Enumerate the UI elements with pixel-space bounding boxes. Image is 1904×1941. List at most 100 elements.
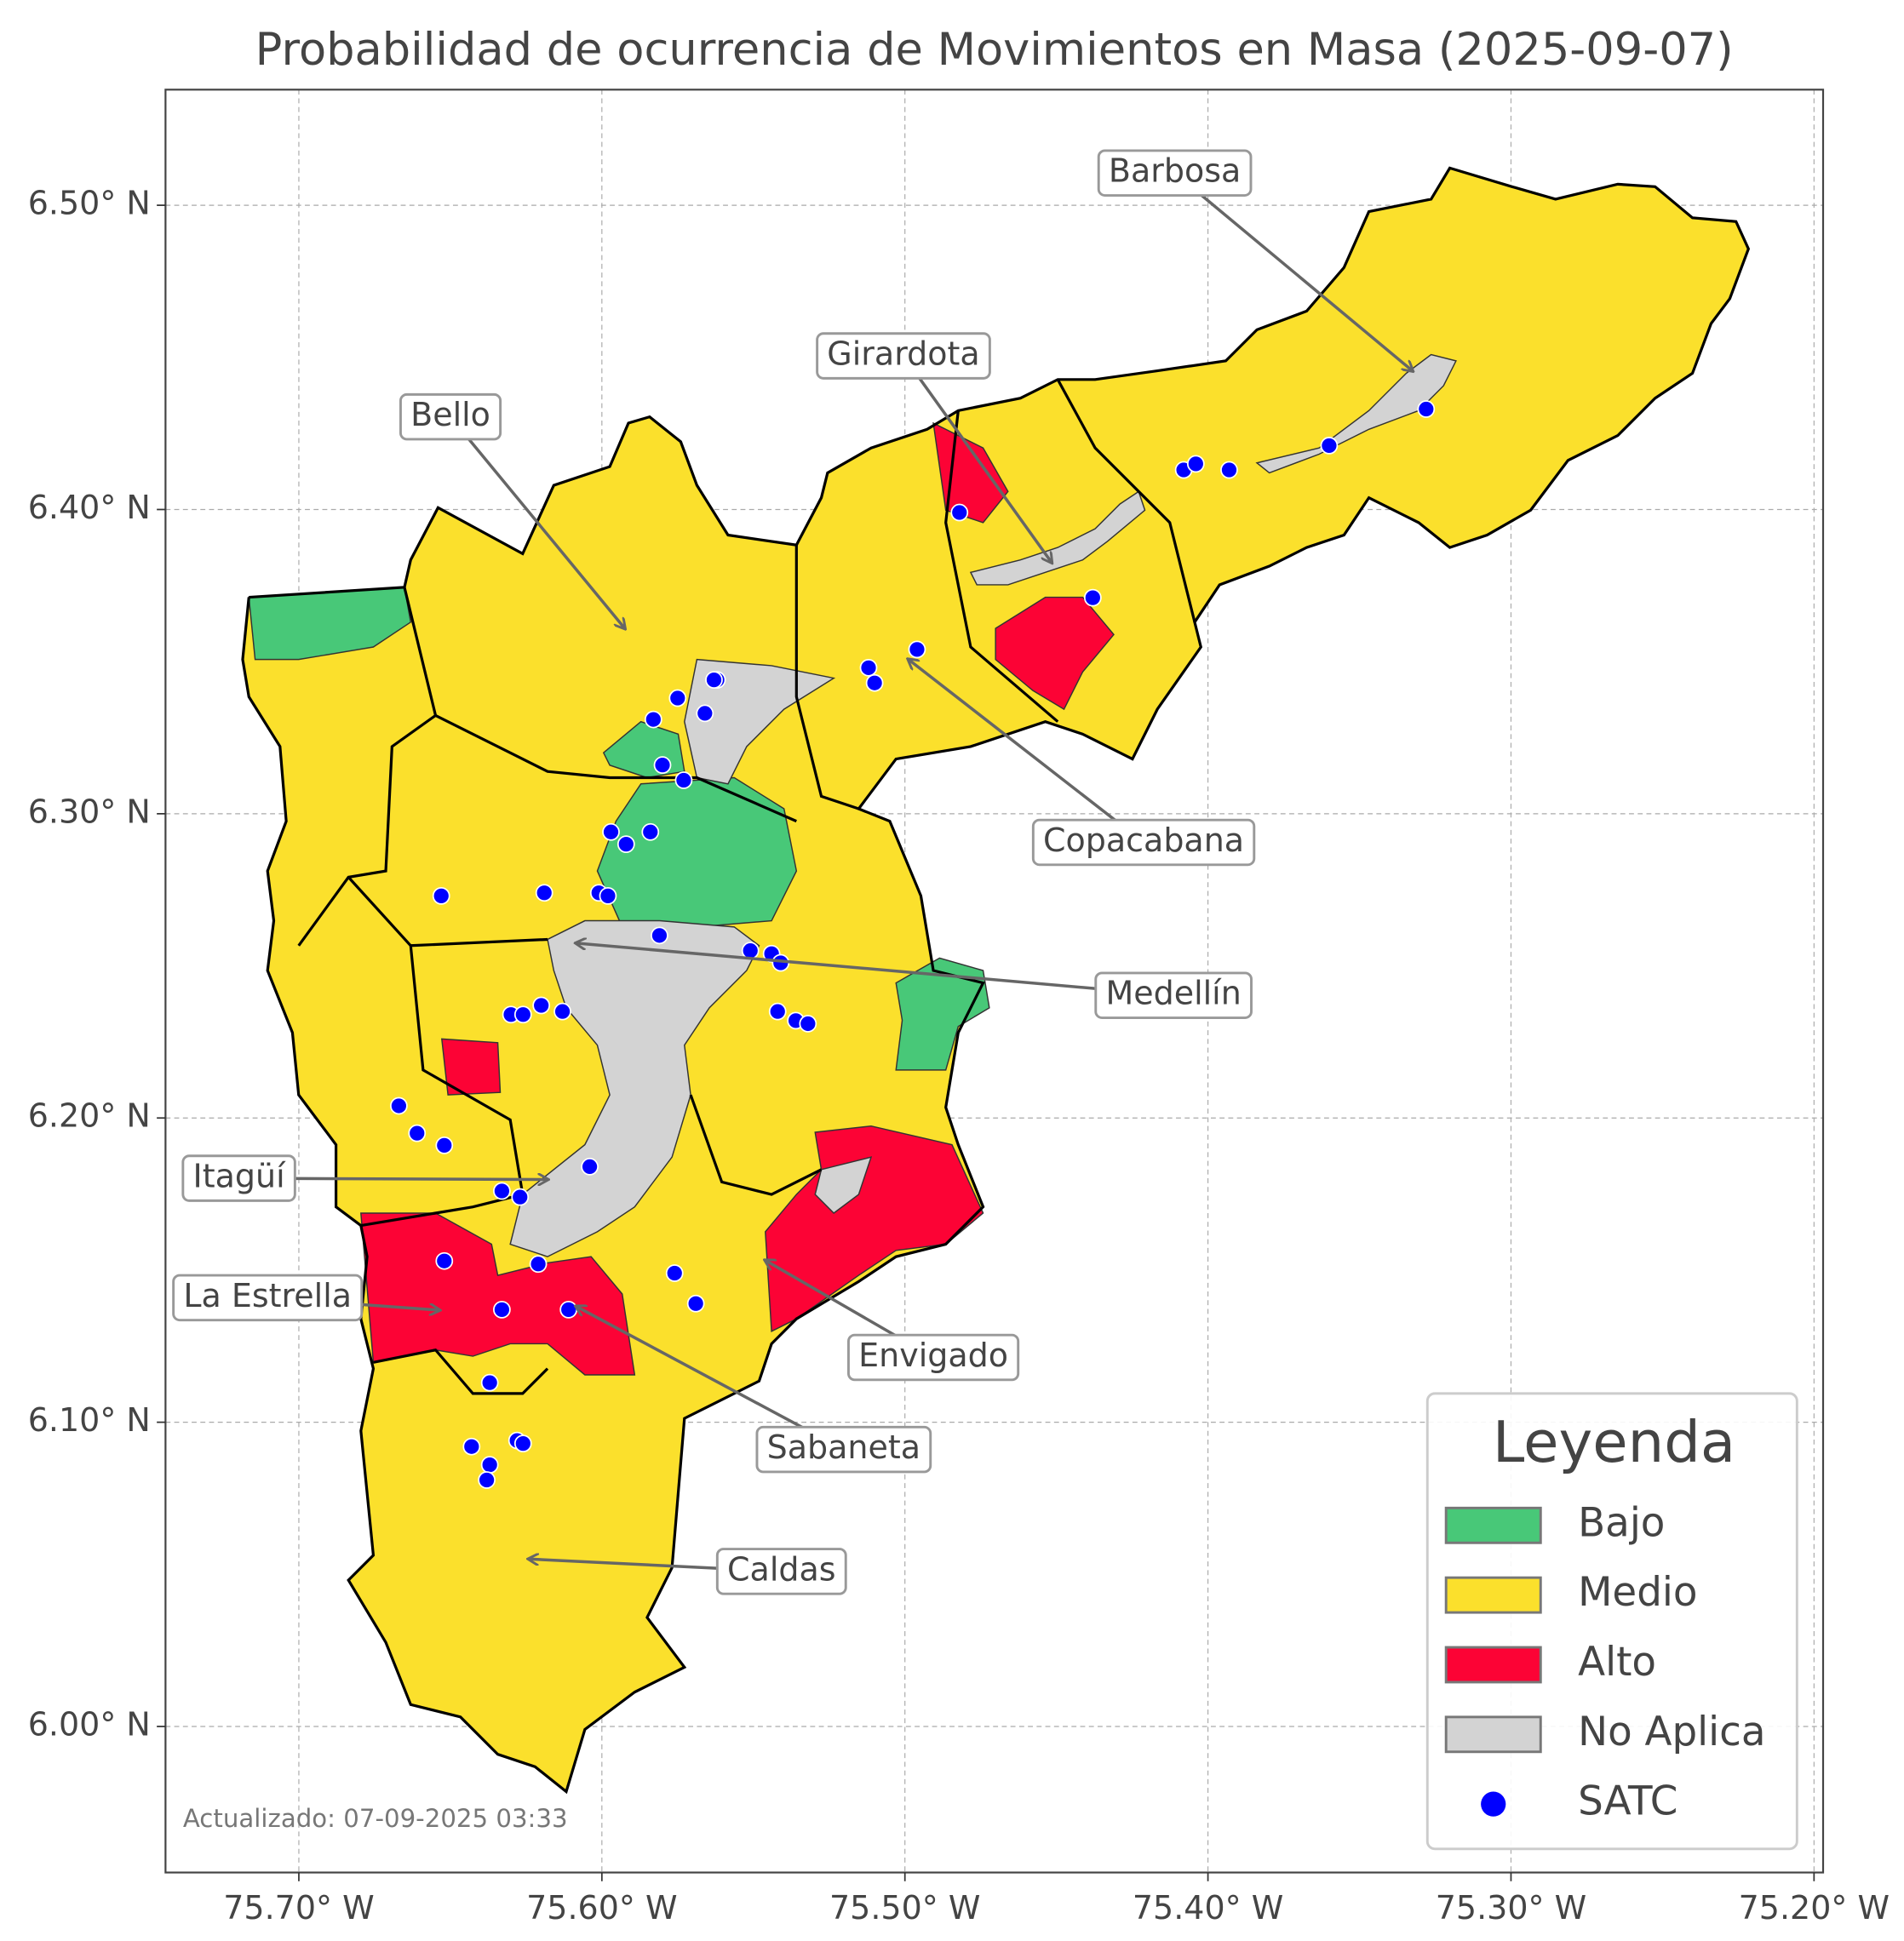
station-point <box>668 689 687 707</box>
station-point <box>390 1096 408 1115</box>
station-point <box>768 1002 787 1021</box>
legend-label: SATC <box>1578 1779 1677 1825</box>
annotation-box <box>715 1548 847 1595</box>
region <box>360 1212 636 1376</box>
boundary <box>241 166 1751 1795</box>
region <box>932 421 1009 524</box>
legend-swatch <box>1444 1715 1542 1754</box>
station-point <box>435 1137 454 1154</box>
legend-label: Medio <box>1578 1570 1697 1616</box>
footnote: Actualizado: 07-09-2025 03:33 <box>183 1804 568 1833</box>
x-tick-label: 75.50° W <box>829 1889 980 1927</box>
station-point <box>674 771 693 789</box>
annotation-label: Bello <box>410 396 490 433</box>
annotation-box <box>816 332 991 380</box>
station-point <box>1417 400 1436 418</box>
annotation-label: La Estrella <box>183 1277 352 1314</box>
legend-swatch <box>1444 1506 1542 1544</box>
station-point <box>641 822 660 841</box>
annotation-label: Sabaneta <box>767 1429 920 1466</box>
station-point <box>529 1255 548 1274</box>
station-point <box>617 835 635 853</box>
station-point <box>535 884 553 902</box>
ticks: 75.70° W 75.60° W 75.50° W 75.40° W 75.30° W… <box>28 185 1890 1927</box>
legend-swatch <box>1444 1576 1542 1614</box>
annotation-arrow <box>576 943 1174 997</box>
region <box>814 1156 873 1214</box>
annotations: Barbosa Girardota Bello Copacabana Medellín I… <box>172 149 1413 1595</box>
station-point <box>859 658 878 677</box>
station-point <box>581 1158 599 1176</box>
station-point <box>435 1251 454 1270</box>
annotation-box <box>172 1274 364 1322</box>
station-point <box>686 1294 705 1313</box>
legend-title: Leyenda <box>1493 1409 1735 1475</box>
boundary <box>1056 379 1196 623</box>
station-point <box>599 886 617 905</box>
municipal-boundaries <box>241 166 1751 1795</box>
region <box>995 596 1115 711</box>
station-point <box>705 671 723 689</box>
annotation-box <box>846 1333 1020 1382</box>
region <box>895 957 990 1071</box>
legend-label: No Aplica <box>1578 1709 1765 1755</box>
annotation-label: Envigado <box>858 1337 1008 1374</box>
station-point <box>493 1182 511 1200</box>
station-point <box>1186 455 1205 473</box>
station-point <box>462 1437 481 1456</box>
station-point <box>696 704 714 723</box>
station-point <box>799 1015 817 1033</box>
x-tick-label: 75.60° W <box>526 1889 677 1927</box>
legend: Leyenda Bajo Medio Alto No Aplica SATC <box>1425 1392 1798 1851</box>
station-point <box>478 1471 496 1489</box>
annotation-arrow <box>449 415 625 628</box>
y-tick-label: 6.40° N <box>28 489 151 526</box>
annotation-label: Medellín <box>1105 975 1241 1012</box>
annotation-arrow <box>902 355 1052 563</box>
station-point <box>602 822 620 841</box>
station-point <box>480 1373 499 1392</box>
boundary <box>794 545 859 810</box>
region <box>969 490 1146 586</box>
legend-label: Alto <box>1578 1640 1656 1686</box>
station-point <box>480 1456 499 1474</box>
boundary <box>297 587 438 947</box>
station-point <box>408 1124 427 1142</box>
x-tick-label: 75.70° W <box>223 1889 374 1927</box>
annotation-box <box>1097 149 1253 197</box>
region <box>1255 353 1457 474</box>
y-tick-label: 6.20° N <box>28 1097 151 1135</box>
annotation-box <box>399 392 502 441</box>
boundary <box>434 713 797 823</box>
annotation-box <box>1031 818 1256 867</box>
annotation-box <box>181 1154 296 1202</box>
annotation-box <box>755 1425 932 1474</box>
annotation-box <box>1094 971 1253 1019</box>
station-point <box>532 996 551 1015</box>
station-point <box>950 503 969 522</box>
stations <box>390 400 1436 1489</box>
boundary <box>410 937 548 948</box>
station-point <box>644 710 662 729</box>
boundary <box>373 1348 549 1395</box>
station-point <box>559 1301 578 1319</box>
x-tick-label: 75.30° W <box>1436 1889 1586 1927</box>
x-tick-label: 75.20° W <box>1739 1889 1890 1927</box>
y-tick-label: 6.50° N <box>28 185 151 222</box>
x-tick-label: 75.40° W <box>1133 1889 1283 1927</box>
annotation-label: Caldas <box>727 1550 836 1588</box>
station-point <box>493 1301 511 1319</box>
legend-marker <box>1481 1791 1506 1817</box>
axes-frame <box>164 89 1825 1874</box>
chart-title: Probabilidad de ocurrencia de Movimiento… <box>255 24 1734 76</box>
station-point <box>665 1264 684 1282</box>
y-tick-label: 6.10° N <box>28 1401 151 1439</box>
annotation-arrow <box>576 1307 845 1451</box>
legend-swatch <box>1444 1646 1542 1684</box>
station-point <box>553 1002 571 1021</box>
station-point <box>1083 588 1102 607</box>
annotation-label: Girardota <box>827 335 979 373</box>
y-tick-label: 6.30° N <box>28 793 151 830</box>
